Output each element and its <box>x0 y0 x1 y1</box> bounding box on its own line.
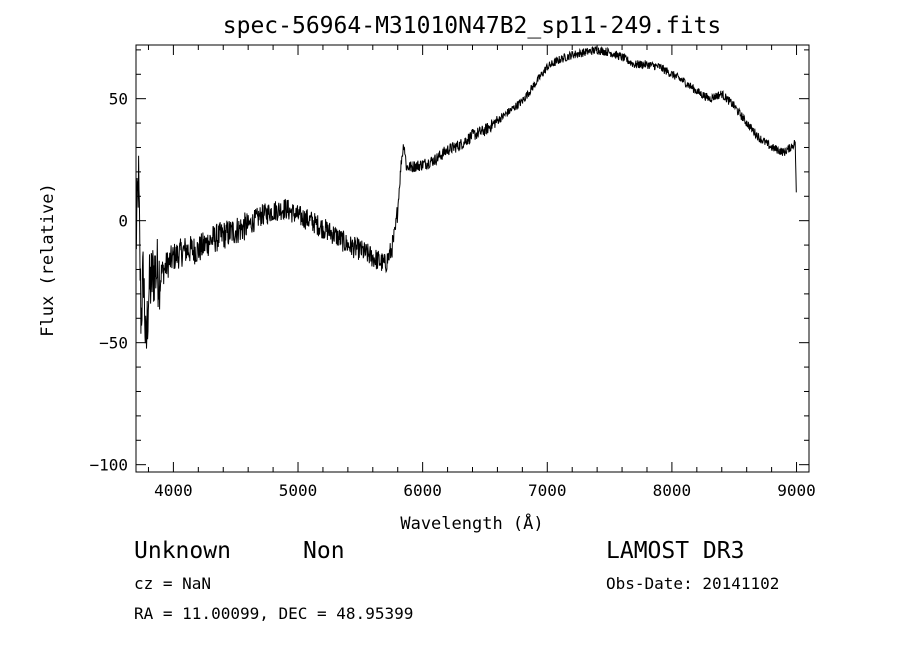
x-tick-label: 4000 <box>154 481 193 500</box>
axis-ticks <box>136 45 809 472</box>
x-tick-label: 8000 <box>653 481 692 500</box>
x-tick-label: 7000 <box>528 481 567 500</box>
y-axis-label: Flux (relative) <box>38 183 58 337</box>
x-tick-label: 9000 <box>777 481 816 500</box>
y-tick-label: 50 <box>109 90 128 109</box>
y-tick-label: −100 <box>89 456 128 475</box>
obs-date-label: Obs-Date: 20141102 <box>606 574 780 593</box>
plot-frame <box>135 44 810 473</box>
y-tick-label: −50 <box>99 334 128 353</box>
plot-axes <box>135 44 810 473</box>
redshift-label: cz = NaN <box>134 574 212 593</box>
x-tick-label: 5000 <box>279 481 318 500</box>
subclass-label: Non <box>303 538 345 564</box>
class-label: Unknown <box>134 538 231 564</box>
coordinates-label: RA = 11.00099, DEC = 48.95399 <box>134 604 414 623</box>
y-tick-label: 0 <box>118 212 128 231</box>
chart-title: spec-56964-M31010N47B2_sp11-249.fits <box>223 13 722 39</box>
tick-labels: 4000 5000 6000 7000 8000 9000 −100 −50 0 50 <box>89 90 815 500</box>
x-tick-label: 6000 <box>403 481 442 500</box>
spectrum-line <box>135 45 797 349</box>
x-axis-label: Wavelength (Å) <box>400 512 543 534</box>
survey-label: LAMOST DR3 <box>606 538 745 564</box>
